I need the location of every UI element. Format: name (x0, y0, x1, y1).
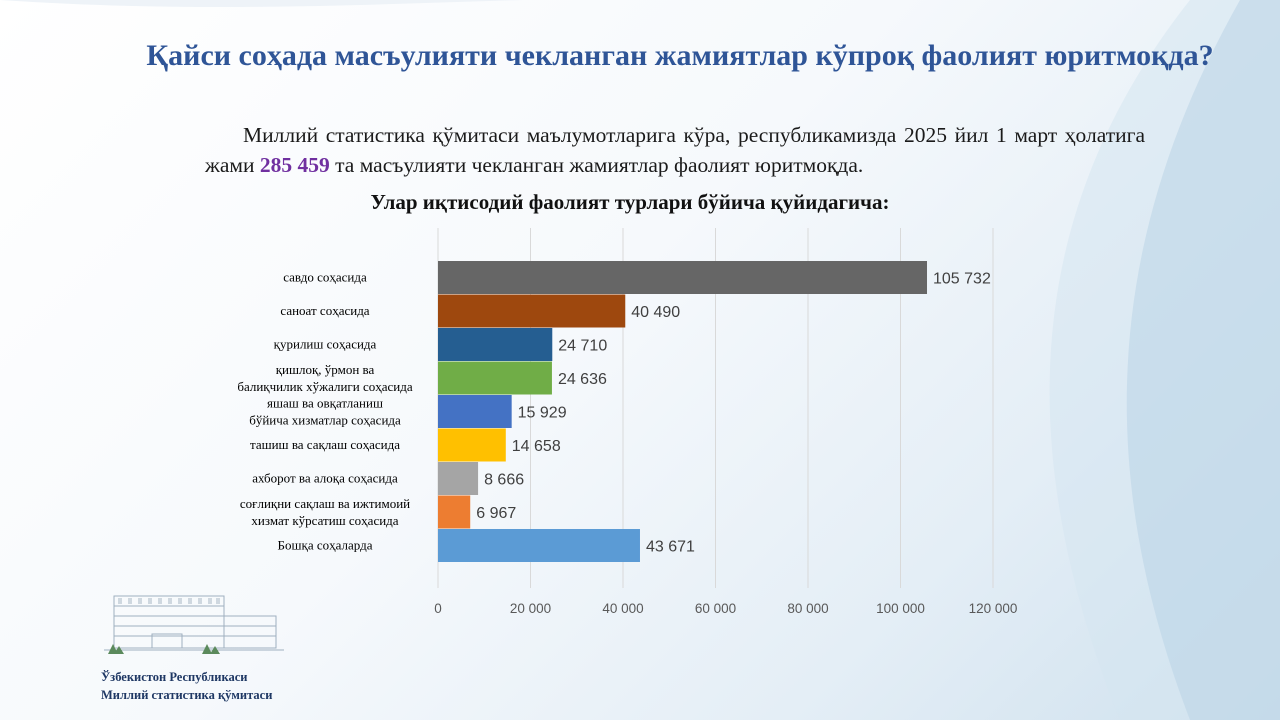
category-label: ташиш ва сақлаш соҳасида (250, 437, 400, 452)
category-label: саноат соҳасида (280, 303, 369, 318)
x-tick-label: 100 000 (876, 601, 925, 616)
total-count-highlight: 285 459 (259, 153, 330, 177)
bar (438, 395, 512, 428)
bar (438, 261, 928, 294)
x-tick-label: 0 (434, 601, 442, 616)
chart-subtitle: Улар иқтисодий фаолият турлари бўйича қу… (370, 190, 890, 214)
bar-value-label: 43 671 (646, 539, 695, 556)
organization-name: Ўзбекистон Республикаси Миллий статистик… (101, 668, 272, 704)
category-label: яшаш ва овқатланиш (267, 396, 383, 411)
bar-value-label: 14 658 (512, 438, 561, 455)
category-label: балиқчилик хўжалиги соҳасида (237, 379, 412, 394)
bar-value-label: 105 732 (933, 271, 991, 288)
category-label: соғлиқни сақлаш ва ижтимоий (240, 496, 410, 511)
bar-value-label: 24 710 (558, 338, 607, 355)
bar (438, 529, 640, 562)
x-tick-label: 120 000 (969, 601, 1018, 616)
x-tick-label: 20 000 (510, 601, 551, 616)
category-label: ахборот ва алоқа соҳасида (252, 471, 398, 486)
bar (438, 495, 471, 529)
category-label: қурилиш соҳасида (274, 337, 377, 352)
building-logo (104, 595, 284, 654)
bar-value-label: 15 929 (518, 405, 567, 422)
bar (438, 294, 626, 328)
bar-value-label: 8 666 (484, 472, 524, 489)
bar (438, 328, 553, 361)
page-title: Қайси соҳада масъулияти чекланган жамият… (146, 39, 1214, 72)
category-label: қишлоқ, ўрмон ва (276, 362, 375, 377)
x-tick-label: 40 000 (602, 601, 643, 616)
intro-text-after: та масъулияти чекланган жамиятлар фаолия… (335, 153, 864, 177)
category-label: бўйича хизматлар соҳасида (249, 413, 401, 428)
x-tick-label: 60 000 (695, 601, 736, 616)
bar (438, 462, 479, 495)
bar (438, 428, 506, 462)
category-label: хизмат кўрсатиш соҳасида (251, 513, 398, 528)
bar-value-label: 24 636 (558, 371, 607, 388)
bar-value-label: 6 967 (476, 505, 516, 522)
org-line-2: Миллий статистика қўмитаси (101, 688, 273, 702)
org-line-1: Ўзбекистон Республикаси (101, 670, 248, 684)
category-label: савдо соҳасида (283, 270, 367, 285)
category-label: Бошқа соҳаларда (278, 538, 373, 553)
intro-text-before: Миллий статистика қўмитаси маълумотлариг… (205, 123, 1145, 177)
intro-paragraph: Миллий статистика қўмитаси маълумотлариг… (205, 120, 1145, 180)
bar-value-label: 40 490 (631, 304, 680, 321)
x-tick-label: 80 000 (787, 601, 828, 616)
bar (438, 361, 552, 395)
